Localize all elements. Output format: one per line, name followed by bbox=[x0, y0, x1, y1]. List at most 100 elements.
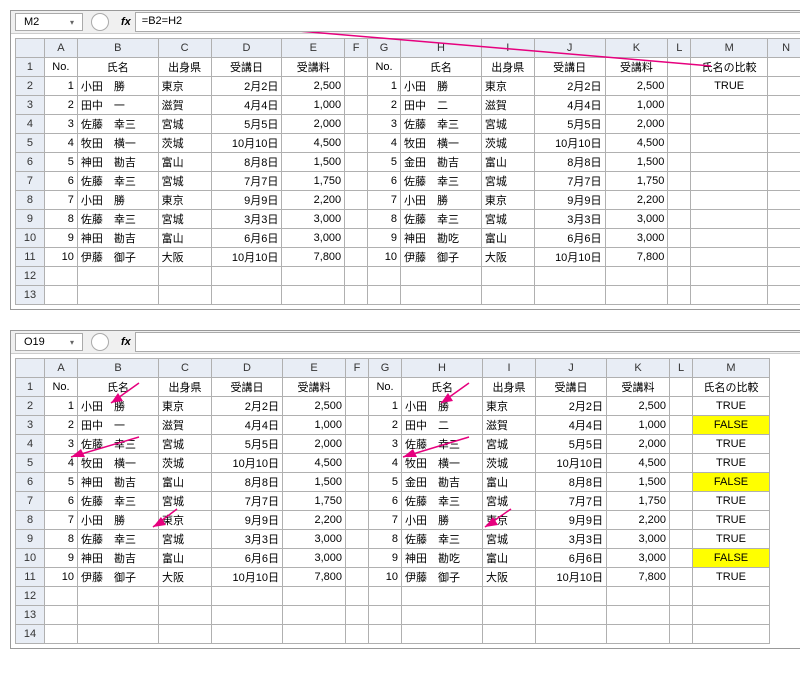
column-header[interactable]: J bbox=[534, 39, 605, 58]
cell-pref[interactable]: 富山 bbox=[481, 229, 534, 248]
cell-no[interactable]: 5 bbox=[44, 153, 77, 172]
empty-cell[interactable] bbox=[346, 587, 369, 606]
cell-compare[interactable] bbox=[691, 191, 768, 210]
row-header[interactable]: 2 bbox=[16, 77, 45, 96]
blank[interactable] bbox=[768, 210, 800, 229]
blank[interactable] bbox=[345, 172, 368, 191]
cell-fee[interactable]: 1,750 bbox=[282, 172, 345, 191]
blank[interactable] bbox=[346, 568, 369, 587]
empty-cell[interactable] bbox=[670, 587, 693, 606]
row-header[interactable]: 13 bbox=[16, 606, 45, 625]
cell-date[interactable]: 10月10日 bbox=[536, 454, 607, 473]
cell-pref[interactable]: 滋賀 bbox=[483, 416, 536, 435]
cell-date[interactable]: 5月5日 bbox=[212, 435, 283, 454]
cell-no[interactable]: 10 bbox=[44, 248, 77, 267]
cell-fee[interactable]: 1,500 bbox=[605, 153, 668, 172]
cell-pref[interactable]: 滋賀 bbox=[481, 96, 534, 115]
blank[interactable] bbox=[670, 473, 693, 492]
cell-name[interactable]: 佐藤 幸三 bbox=[77, 172, 158, 191]
blank[interactable] bbox=[345, 153, 368, 172]
empty-cell[interactable] bbox=[668, 267, 691, 286]
blank[interactable] bbox=[670, 416, 693, 435]
cell-compare[interactable] bbox=[691, 96, 768, 115]
row-header[interactable]: 7 bbox=[16, 172, 45, 191]
cell-no[interactable]: 1 bbox=[44, 77, 77, 96]
row-header[interactable]: 1 bbox=[16, 58, 45, 77]
blank[interactable] bbox=[346, 454, 369, 473]
cell-date[interactable]: 10月10日 bbox=[534, 248, 605, 267]
table-header[interactable]: 受講日 bbox=[211, 58, 282, 77]
cell-name[interactable]: 田中 一 bbox=[77, 96, 158, 115]
cell-fee[interactable]: 2,200 bbox=[605, 191, 668, 210]
cell-date[interactable]: 10月10日 bbox=[212, 568, 283, 587]
cell-date[interactable]: 3月3日 bbox=[536, 530, 607, 549]
cell-no[interactable]: 8 bbox=[45, 530, 78, 549]
cell-no[interactable]: 10 bbox=[368, 248, 401, 267]
row-header[interactable]: 11 bbox=[16, 248, 45, 267]
cell-date[interactable]: 3月3日 bbox=[211, 210, 282, 229]
row-header[interactable]: 6 bbox=[16, 153, 45, 172]
blank[interactable] bbox=[668, 96, 691, 115]
cell-date[interactable]: 6月6日 bbox=[536, 549, 607, 568]
column-header[interactable]: I bbox=[483, 359, 536, 378]
cell-date[interactable]: 4月4日 bbox=[534, 96, 605, 115]
table-header[interactable]: 受講料 bbox=[605, 58, 668, 77]
blank[interactable] bbox=[345, 248, 368, 267]
cell-no[interactable]: 1 bbox=[45, 397, 78, 416]
table-header[interactable]: No. bbox=[368, 58, 401, 77]
column-header[interactable]: G bbox=[368, 39, 401, 58]
cell-pref[interactable]: 東京 bbox=[483, 511, 536, 530]
cell-pref[interactable]: 滋賀 bbox=[158, 96, 211, 115]
cell-pref[interactable]: 大阪 bbox=[483, 568, 536, 587]
cell-no[interactable]: 8 bbox=[44, 210, 77, 229]
cell-fee[interactable]: 1,750 bbox=[283, 492, 346, 511]
empty-cell[interactable] bbox=[44, 267, 77, 286]
cell-pref[interactable]: 東京 bbox=[481, 191, 534, 210]
cell-compare[interactable]: FALSE bbox=[693, 549, 770, 568]
cell-pref[interactable]: 富山 bbox=[158, 153, 211, 172]
cell-pref[interactable]: 茨城 bbox=[483, 454, 536, 473]
blank[interactable] bbox=[668, 191, 691, 210]
cell-date[interactable]: 7月7日 bbox=[212, 492, 283, 511]
cell-no[interactable]: 6 bbox=[44, 172, 77, 191]
cell-no[interactable]: 8 bbox=[369, 530, 402, 549]
blank[interactable] bbox=[670, 549, 693, 568]
empty-cell[interactable] bbox=[212, 606, 283, 625]
cell-pref[interactable]: 宮城 bbox=[158, 210, 211, 229]
cell-name[interactable]: 佐藤 幸三 bbox=[78, 435, 159, 454]
cell-date[interactable]: 10月10日 bbox=[211, 134, 282, 153]
blank[interactable] bbox=[345, 229, 368, 248]
cell-no[interactable]: 3 bbox=[45, 435, 78, 454]
cell-fee[interactable]: 7,800 bbox=[607, 568, 670, 587]
cell-date[interactable]: 4月4日 bbox=[212, 416, 283, 435]
column-header[interactable]: D bbox=[212, 359, 283, 378]
cell-name[interactable]: 神田 勘吉 bbox=[77, 153, 158, 172]
blank[interactable] bbox=[346, 397, 369, 416]
column-header[interactable]: H bbox=[401, 39, 482, 58]
cell-fee[interactable]: 2,000 bbox=[607, 435, 670, 454]
cell-pref[interactable]: 宮城 bbox=[481, 115, 534, 134]
table-header[interactable]: 受講日 bbox=[212, 378, 283, 397]
cell-name[interactable]: 佐藤 幸三 bbox=[78, 530, 159, 549]
row-header[interactable]: 13 bbox=[16, 286, 45, 305]
cell-date[interactable]: 5月5日 bbox=[536, 435, 607, 454]
cell-pref[interactable]: 宮城 bbox=[158, 172, 211, 191]
column-header[interactable]: B bbox=[77, 39, 158, 58]
cell-date[interactable]: 4月4日 bbox=[211, 96, 282, 115]
cell-name[interactable]: 田中 一 bbox=[78, 416, 159, 435]
table-header[interactable]: 氏名 bbox=[77, 58, 158, 77]
cell-date[interactable]: 2月2日 bbox=[211, 77, 282, 96]
cell-compare[interactable]: FALSE bbox=[693, 473, 770, 492]
blank[interactable] bbox=[345, 210, 368, 229]
cell-fee[interactable]: 4,500 bbox=[283, 454, 346, 473]
blank[interactable] bbox=[345, 96, 368, 115]
empty-cell[interactable] bbox=[159, 625, 212, 644]
empty-cell[interactable] bbox=[536, 625, 607, 644]
row-header[interactable]: 9 bbox=[16, 210, 45, 229]
cell-pref[interactable]: 東京 bbox=[159, 397, 212, 416]
cell-fee[interactable]: 3,000 bbox=[283, 530, 346, 549]
cell-name[interactable]: 小田 勝 bbox=[77, 77, 158, 96]
empty-cell[interactable] bbox=[159, 587, 212, 606]
row-header[interactable]: 12 bbox=[16, 587, 45, 606]
fx-circle-icon[interactable] bbox=[91, 333, 109, 351]
